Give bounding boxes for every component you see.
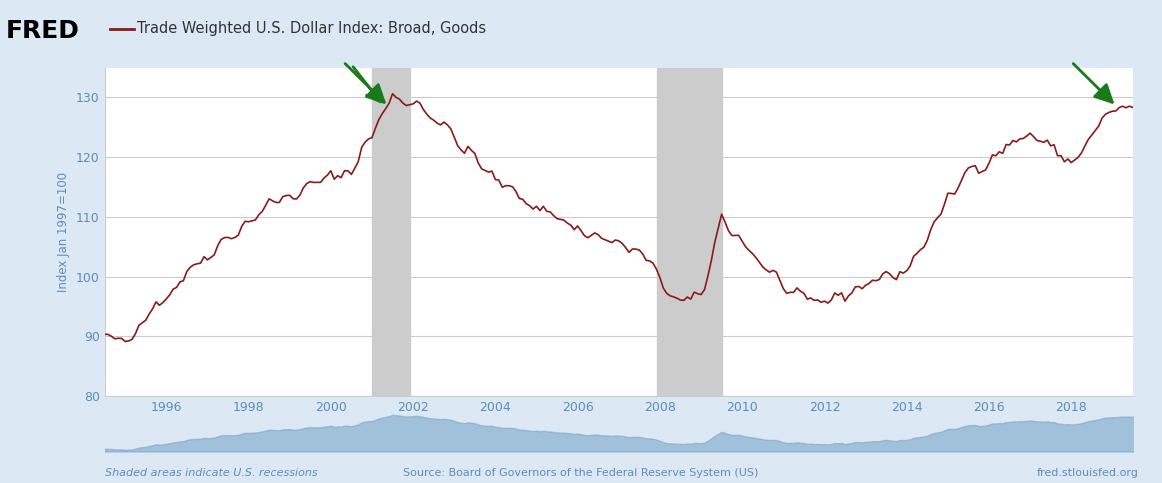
- Text: Trade Weighted U.S. Dollar Index: Broad, Goods: Trade Weighted U.S. Dollar Index: Broad,…: [137, 21, 486, 37]
- Text: fred.stlouisfed.org: fred.stlouisfed.org: [1037, 468, 1139, 478]
- Text: FRED: FRED: [6, 19, 80, 43]
- Y-axis label: Index Jan 1997=100: Index Jan 1997=100: [57, 172, 70, 292]
- Text: Shaded areas indicate U.S. recessions: Shaded areas indicate U.S. recessions: [105, 468, 317, 478]
- Bar: [657, 68, 722, 396]
- Text: Source: Board of Governors of the Federal Reserve System (US): Source: Board of Governors of the Federa…: [403, 468, 759, 478]
- Bar: [372, 68, 410, 396]
